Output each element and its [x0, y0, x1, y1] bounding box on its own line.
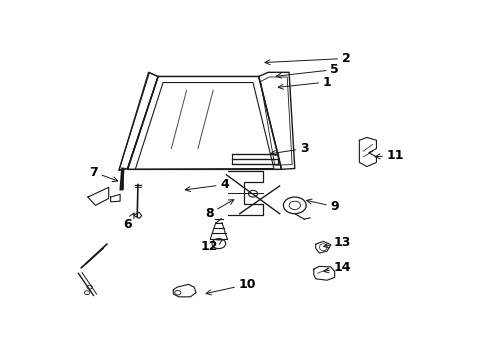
- Text: 2: 2: [265, 52, 350, 65]
- Text: 3: 3: [270, 142, 309, 156]
- Text: 4: 4: [185, 178, 229, 192]
- Text: 14: 14: [324, 261, 351, 274]
- Text: 7: 7: [89, 166, 118, 181]
- Text: 11: 11: [375, 149, 404, 162]
- Text: 8: 8: [205, 200, 234, 220]
- Text: 10: 10: [206, 278, 256, 295]
- Text: 13: 13: [324, 236, 351, 249]
- Text: 5: 5: [276, 63, 339, 78]
- Text: 9: 9: [307, 199, 339, 213]
- Text: 12: 12: [200, 240, 222, 253]
- Text: 1: 1: [278, 76, 331, 89]
- Text: 6: 6: [123, 213, 134, 231]
